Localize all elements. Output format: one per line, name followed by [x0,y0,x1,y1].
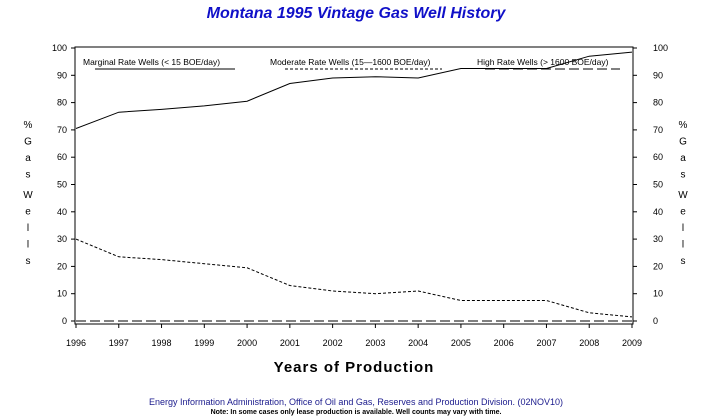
x-tick-label: 2005 [451,338,471,348]
legend-label-marginal: Marginal Rate Wells (< 15 BOE/day) [83,57,220,67]
series-group [75,51,633,322]
x-tick-label: 2008 [579,338,599,348]
y-axis-title-letter: s [26,256,31,267]
y-axis-title-letter: G [24,137,32,148]
x-tick-label: 1996 [66,338,86,348]
y-axis-title-letter: W [23,190,33,201]
y-tick-label: 40 [57,207,67,217]
y-axis-title-letter: l [682,223,684,234]
x-tick-label: 2000 [237,338,257,348]
x-axis-title: Years of Production [274,359,435,376]
x-tick-label: 1999 [194,338,214,348]
y-axis-title-letter: a [680,153,686,164]
x-tick-label: 2004 [408,338,428,348]
y-axis-right: 0 10 20 30 40 50 60 70 80 90 100 [633,43,668,326]
y-axis-title-letter: l [27,223,29,234]
x-tick-label: 2003 [365,338,385,348]
y-axis-left: 0 10 20 30 40 50 60 70 80 90 100 [52,43,75,326]
y-tick-label-right: 40 [653,207,663,217]
x-tick-label: 2009 [622,338,642,348]
y-tick-label: 50 [57,180,67,190]
x-tick-label: 1997 [109,338,129,348]
y-tick-label-right: 50 [653,180,663,190]
x-tick-label: 2007 [536,338,556,348]
y-axis-title-letter: s [681,170,686,181]
y-axis-title-letter: s [681,256,686,267]
y-tick-label: 30 [57,234,67,244]
y-tick-label-right: 10 [653,289,663,299]
y-tick-label-right: 0 [653,316,658,326]
y-tick-label: 80 [57,98,67,108]
legend-label-high: High Rate Wells (> 1600 BOE/day) [477,57,609,67]
y-axis-title-letter: % [679,120,688,131]
y-axis-title-letter: a [25,153,31,164]
y-axis-title-letter: l [27,240,29,251]
y-tick-label-right: 60 [653,152,663,162]
y-tick-label-right: 80 [653,98,663,108]
footer-source: Energy Information Administration, Offic… [149,397,563,407]
footer-note: Note: In some cases only lease productio… [211,409,502,416]
y-axis-title-letter: e [680,207,686,218]
plot-frame [74,46,634,325]
y-tick-label-right: 100 [653,43,668,53]
x-tick-label: 2001 [280,338,300,348]
y-tick-label: 100 [52,43,67,53]
legend-label-moderate: Moderate Rate Wells (15—1600 BOE/day) [270,57,431,67]
y-tick-label: 10 [57,289,67,299]
x-tick-label: 1998 [152,338,172,348]
series-line-moderate [75,238,633,318]
y-tick-label: 20 [57,261,67,271]
series-line-marginal [75,51,633,129]
y-tick-label: 90 [57,70,67,80]
y-tick-label-right: 90 [653,70,663,80]
chart-title: Montana 1995 Vintage Gas Well History [207,5,507,22]
y-tick-label: 60 [57,152,67,162]
y-axis-title-letter: W [678,190,688,201]
y-axis-title-letter: e [25,207,31,218]
x-tick-label: 2002 [323,338,343,348]
legend: Marginal Rate Wells (< 15 BOE/day) Moder… [83,57,620,70]
y-axis-title-letter: l [682,240,684,251]
y-axis-title-letter: % [24,120,33,131]
y-tick-label-right: 20 [653,261,663,271]
y-tick-label-right: 30 [653,234,663,244]
y-tick-label: 70 [57,125,67,135]
y-tick-label-right: 70 [653,125,663,135]
x-axis: 1996 1997 1998 1999 2000 2001 2002 2003 2004 2005… [66,324,642,348]
y-axis-title-letter: G [679,137,687,148]
y-axis-title-letter: s [26,170,31,181]
y-tick-label: 0 [62,316,67,326]
x-tick-label: 2006 [494,338,514,348]
